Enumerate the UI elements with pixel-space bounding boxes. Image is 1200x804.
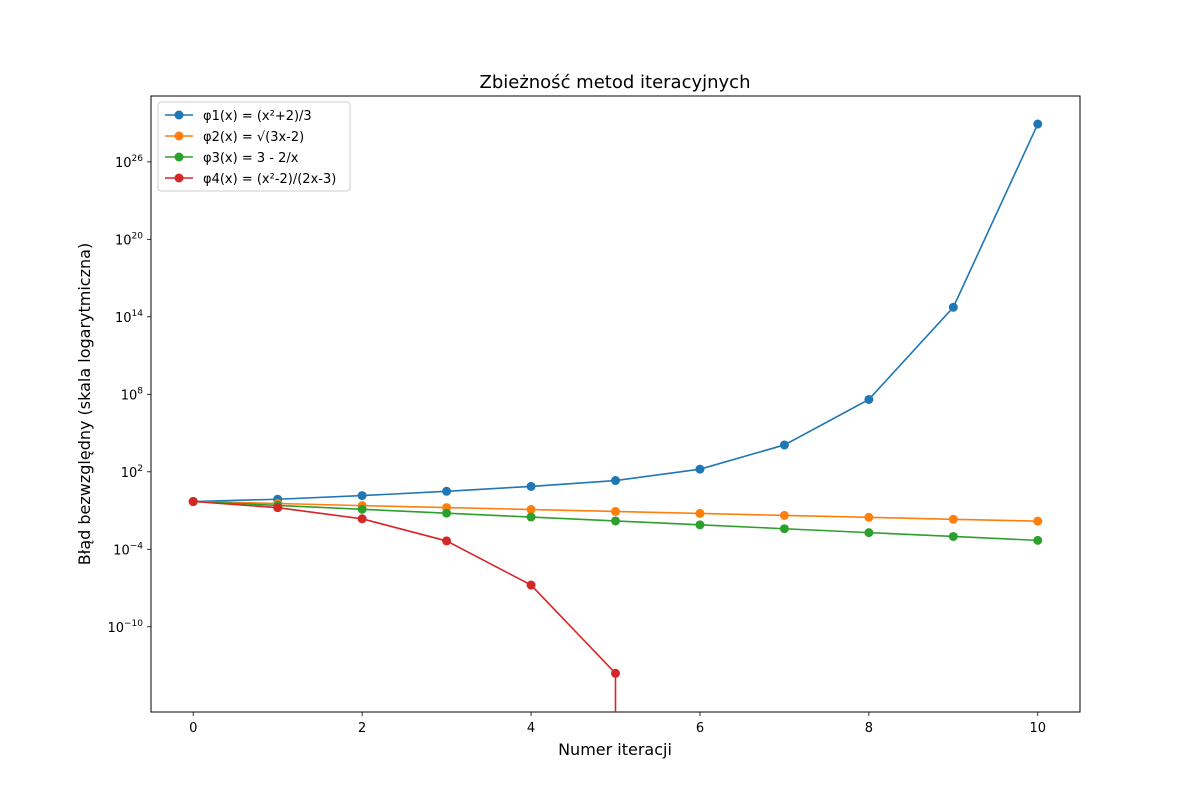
series-3-point — [611, 516, 620, 526]
y-tick-label: 10−10 — [107, 619, 143, 636]
series-1-point — [864, 394, 874, 404]
series-1-point — [526, 481, 536, 491]
series-3-point — [864, 528, 874, 538]
series-2-point — [1033, 516, 1043, 526]
legend-marker — [174, 173, 184, 183]
legend-label: φ4(x) = (x²-2)/(2x-3) — [203, 172, 336, 187]
series-3-point — [948, 531, 958, 541]
series-3-point — [357, 504, 367, 514]
series-3-point — [1033, 535, 1043, 545]
x-tick-label: 8 — [865, 721, 873, 736]
series-4-point — [442, 536, 452, 546]
series-3-point — [442, 508, 452, 518]
series-1-point — [611, 476, 620, 486]
y-tick-label: 10−4 — [113, 541, 143, 558]
series-3-point — [779, 524, 789, 534]
series-1-point — [695, 464, 705, 474]
legend-box — [157, 101, 351, 192]
series-4-point — [357, 514, 367, 524]
series-4-point — [273, 503, 283, 513]
y-tick-label: 1014 — [115, 309, 143, 326]
chart-title: Zbieżność metod iteracyjnych — [479, 72, 750, 93]
y-tick-label: 1020 — [115, 231, 143, 248]
ticks: 0 2 4 6 8 10 10−10 10−4 102 108 1014 1020 1026 — [107, 154, 1046, 736]
axes-frame — [150, 95, 1081, 713]
series-4-point — [611, 668, 620, 678]
series-1-point — [442, 486, 452, 496]
series-3-point — [526, 512, 536, 522]
legend-marker — [174, 152, 184, 162]
series — [188, 119, 1043, 712]
series-1-point — [1033, 119, 1043, 129]
legend-marker — [174, 110, 184, 120]
legend-label: φ2(x) = √(3x-2) — [203, 130, 304, 145]
series-2-point — [864, 512, 874, 522]
legend-marker — [174, 131, 184, 141]
legend-label: φ1(x) = (x²+2)/3 — [203, 109, 312, 124]
x-tick-label: 10 — [1029, 721, 1046, 736]
series-4-point — [188, 497, 198, 507]
y-axis-label: Błąd bezwzględny (skala logarytmiczna) — [75, 243, 94, 565]
series-1-point — [779, 440, 789, 450]
series-1-point — [948, 302, 958, 312]
series-3-point — [695, 520, 705, 530]
x-tick-label: 6 — [696, 721, 704, 736]
series-4-point — [526, 580, 536, 590]
y-tick-label: 1026 — [115, 154, 143, 171]
series-2-point — [695, 508, 705, 518]
y-tick-label: 108 — [121, 386, 144, 403]
series-2-point — [526, 505, 536, 515]
series-2-point — [611, 506, 620, 516]
legend: φ1(x) = (x²+2)/3 φ2(x) = √(3x-2) φ3(x) = 3… — [157, 101, 351, 192]
plot-area — [151, 96, 1080, 712]
x-axis-label: Numer iteracji — [558, 740, 672, 759]
legend-label: φ3(x) = 3 - 2/x — [203, 151, 299, 166]
series-2-point — [779, 510, 789, 520]
x-tick-label: 4 — [527, 721, 535, 736]
series-1-point — [357, 491, 367, 501]
y-tick-label: 102 — [121, 464, 143, 481]
x-tick-label: 0 — [189, 721, 197, 736]
x-tick-label: 2 — [358, 721, 366, 736]
series-group — [188, 119, 1043, 712]
series-2-point — [948, 514, 958, 524]
